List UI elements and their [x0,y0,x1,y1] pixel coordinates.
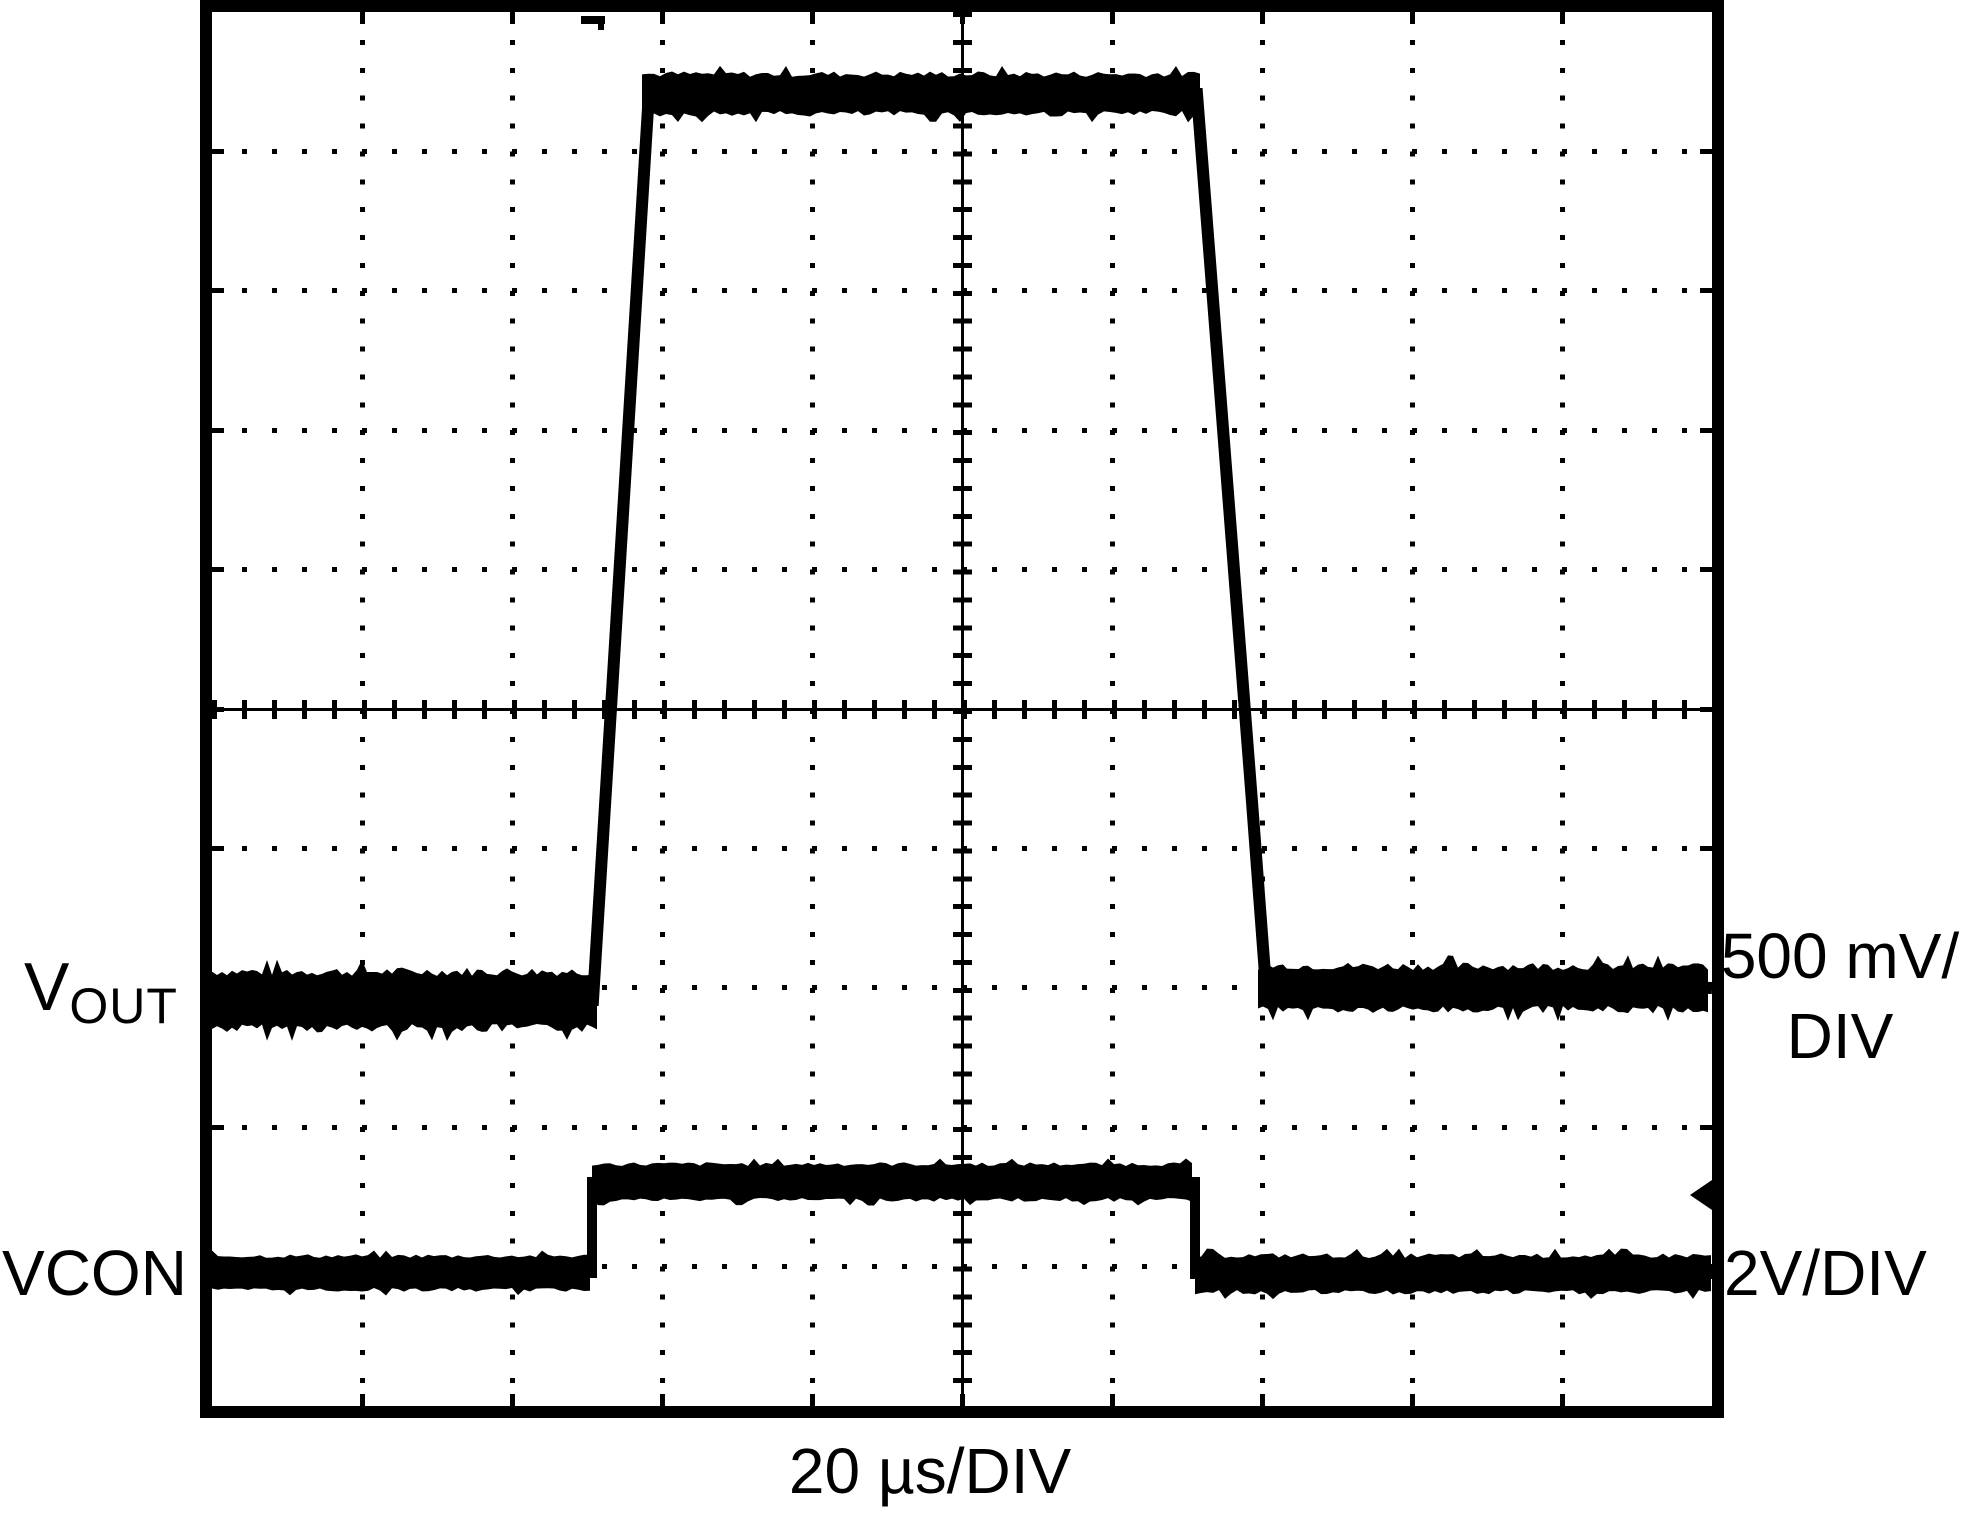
top-border-tick [959,12,965,24]
right-border-tick [1700,567,1712,573]
bottom-border-tick [809,1394,815,1406]
vout-label-main: V [24,949,70,1025]
bottom-border-tick [359,1394,365,1406]
left-border-tick [212,148,224,154]
bottom-border-tick [659,1394,665,1406]
timebase-label: 20 µs/DIV [788,1435,1072,1507]
vout-label-subscript: OUT [69,978,178,1034]
trace-label-vout: VOUT [24,948,178,1035]
right-border-tick [1700,845,1712,851]
right-border-tick [1700,706,1712,712]
vout-scale-line1: 500 mV/ [1720,920,1960,992]
trace-vout-band [642,65,1200,123]
trace-label-vcon: VCON [2,1237,187,1309]
right-border-tick [1700,1124,1712,1130]
top-border-tick [1109,12,1115,24]
left-border-tick [212,288,224,294]
trigger-position-mark-tail [598,22,604,30]
horizontal-gridline [212,1264,1712,1270]
horizontal-gridline [212,567,1712,573]
waveform-layer [212,16,1712,1300]
top-border-tick [509,12,515,24]
top-border-tick [1409,12,1415,24]
horizontal-gridline [212,1124,1712,1130]
top-border-tick [1559,12,1565,24]
horizontal-gridline [212,148,1712,154]
left-border-tick [212,427,224,433]
horizontal-gridline [212,427,1712,433]
trace-vcon-band [212,1250,590,1296]
right-border-tick [1700,148,1712,154]
vcon-scale-label: 2V/DIV [1724,1237,1927,1309]
bottom-border-tick [1109,1394,1115,1406]
top-border-tick [659,12,665,24]
vout-scale-line2: DIV [1786,1000,1894,1072]
left-border-tick [212,1124,224,1130]
trace-vout-band [212,959,597,1041]
right-border-tick [1700,427,1712,433]
trace-vout-edge [212,85,1712,1006]
graticule-grid [212,12,1712,1406]
center-horizontal-minor-ticks [212,699,1712,719]
trigger-position-mark [581,16,605,24]
horizontal-gridline [212,985,1712,991]
bottom-border-tick [509,1394,515,1406]
trigger-level-arrow [1690,1180,1712,1210]
top-border-tick [809,12,815,24]
top-border-tick [1259,12,1265,24]
left-border-tick [212,845,224,851]
bottom-border-tick [959,1394,965,1406]
trace-vout-band [1258,955,1708,1022]
right-border-tick [1700,288,1712,294]
bottom-border-tick [1259,1394,1265,1406]
horizontal-gridline [212,845,1712,851]
left-border-tick [212,706,224,712]
horizontal-gridline [212,288,1712,294]
left-border-tick [212,567,224,573]
vout-scale-label: 500 mV/ DIV [1714,916,1966,1076]
top-border-tick [359,12,365,24]
trace-vcon-band [1195,1248,1711,1300]
bottom-border-tick [1409,1394,1415,1406]
scope-graticule [200,0,1724,1418]
bottom-border-tick [1559,1394,1565,1406]
trace-vcon-band [592,1158,1192,1206]
